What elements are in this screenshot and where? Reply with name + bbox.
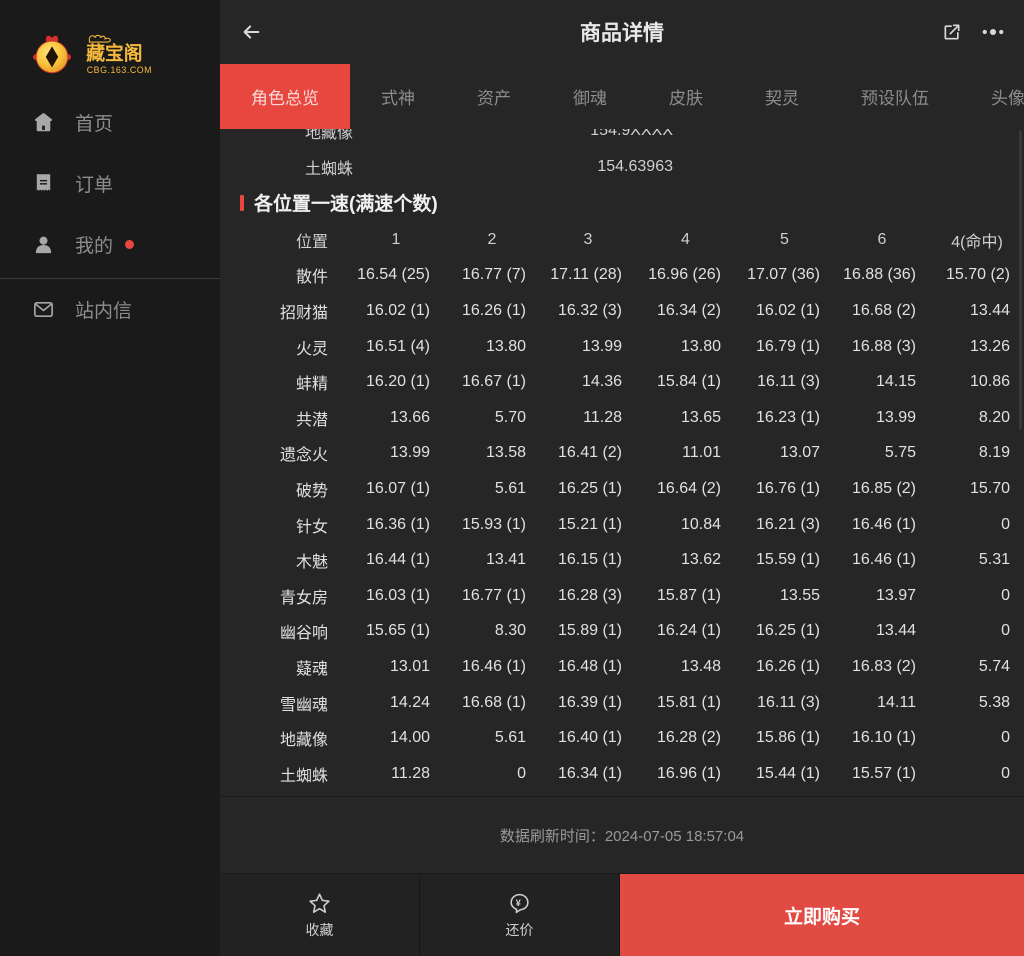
svg-text:藏宝阁: 藏宝阁 (86, 41, 142, 63)
svg-text:¥: ¥ (516, 898, 522, 908)
svg-text:CBG.163.COM: CBG.163.COM (87, 65, 152, 75)
